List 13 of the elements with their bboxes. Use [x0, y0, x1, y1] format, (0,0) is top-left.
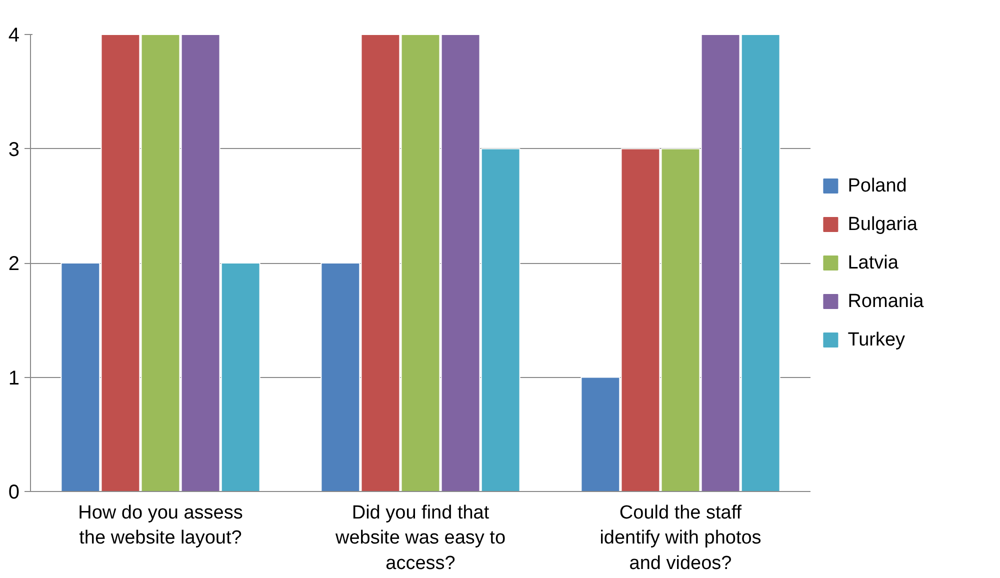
x-tick-label: Did you find that website was easy to access? — [334, 502, 506, 574]
legend-label: Poland — [848, 176, 907, 197]
y-tick-label: 4 — [8, 24, 20, 46]
y-tick-label: 0 — [8, 482, 20, 504]
x-tick-label: How do you assess the website layout? — [78, 502, 243, 549]
y-tick-label: 3 — [8, 138, 20, 161]
legend-label: Romania — [848, 290, 924, 312]
x-tick-label: Could the staff identify with photos and videos? — [600, 502, 762, 574]
y-tick-label: 2 — [8, 253, 20, 275]
legend-label: Bulgaria — [848, 214, 918, 236]
legend-label: Latvia — [848, 252, 899, 274]
legend-label: Turkey — [848, 329, 906, 350]
y-tick-label: 1 — [8, 367, 20, 390]
